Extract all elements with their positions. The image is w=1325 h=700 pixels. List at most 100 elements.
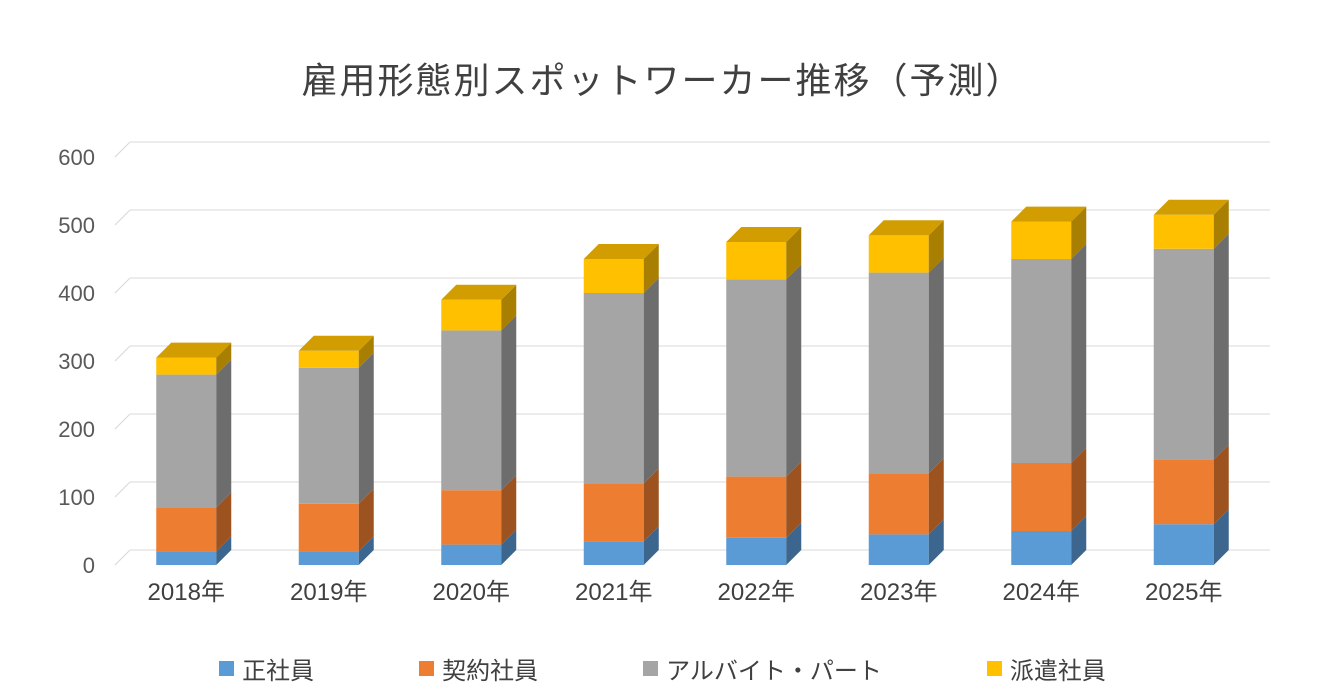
bar-segment-front: [1153, 214, 1214, 249]
bar-segment-front: [583, 483, 644, 542]
chart-title: 雇用形態別スポットワーカー推移（予測）: [301, 60, 1024, 101]
x-axis-label: 2025年: [1145, 579, 1222, 606]
gridline-notch: [114, 141, 131, 158]
bar-top-face: [868, 220, 944, 236]
bar-segment-side: [786, 522, 802, 565]
bar-segment-front: [298, 551, 359, 565]
bar-segment-side: [501, 315, 517, 491]
bar-segment-front: [1011, 463, 1072, 531]
y-axis-label: 500: [58, 213, 95, 238]
bar-segment-front: [726, 537, 787, 565]
bar-segment-front: [298, 350, 359, 368]
bar-segment-front: [298, 367, 359, 504]
bar-segment-side: [501, 475, 517, 545]
x-axis-label: 2023年: [860, 579, 937, 606]
legend-label: 派遣社員: [1009, 658, 1106, 685]
bar-segment-side: [928, 519, 944, 565]
bar-segment-front: [156, 551, 217, 565]
bar-segment-side: [643, 278, 659, 484]
bar-segment-front: [1153, 248, 1214, 460]
bar-top-face: [156, 342, 232, 358]
bar-segment-side: [216, 492, 232, 552]
x-axis-label: 2020年: [433, 579, 510, 606]
bar-segment-side: [501, 284, 517, 331]
y-axis-label: 100: [58, 485, 95, 510]
x-axis-label: 2022年: [718, 579, 795, 606]
bar-segment-side: [1071, 448, 1087, 531]
bar-segment-side: [786, 264, 802, 477]
bar-segment-front: [156, 507, 217, 552]
bar-segment-front: [1011, 259, 1072, 463]
bar-segment-side: [786, 461, 802, 538]
gridline-notch: [114, 345, 131, 362]
gridline-notch: [114, 277, 131, 294]
bar-segment-side: [1071, 516, 1087, 565]
bar-segment-side: [643, 526, 659, 565]
legend-swatch: [643, 661, 659, 676]
bar-segment-front: [298, 503, 359, 552]
bar-segment-side: [501, 529, 517, 565]
bar-segment-side: [1213, 233, 1229, 460]
legend-item: 正社員: [219, 651, 314, 686]
bar-segment-side: [216, 359, 232, 508]
bar-segment-front: [726, 476, 787, 538]
bar-segment-side: [786, 227, 802, 280]
bar-segment-front: [1011, 531, 1072, 565]
bar-segment-front: [1011, 221, 1072, 259]
y-axis-label: 400: [58, 281, 95, 306]
bar-top-face: [298, 335, 374, 351]
x-axis-label: 2018年: [148, 579, 225, 606]
bar-segment-front: [868, 473, 929, 535]
y-axis-label: 300: [58, 349, 95, 374]
bar-segment-front: [583, 293, 644, 484]
legend-item: アルバイト・パート: [643, 651, 882, 686]
bar-segment-side: [928, 220, 944, 273]
y-axis-label: 600: [58, 145, 95, 170]
gridline-notch: [114, 481, 131, 498]
bar-top-face: [1011, 206, 1087, 222]
bar-segment-side: [928, 458, 944, 535]
x-axis-label: 2019年: [290, 579, 367, 606]
bar-top-face: [441, 284, 517, 300]
bar-segment-side: [358, 352, 374, 504]
bar-segment-front: [441, 490, 502, 545]
bar-segment-side: [216, 342, 232, 375]
bar-segment-front: [441, 330, 502, 491]
bar-segment-side: [358, 536, 374, 565]
legend-label: 正社員: [242, 658, 315, 685]
bar-segment-side: [1213, 444, 1229, 525]
bar-segment-front: [156, 357, 217, 375]
bar-segment-side: [1213, 199, 1229, 249]
bar-segment-front: [441, 544, 502, 565]
bar-segment-front: [726, 279, 787, 477]
bar-segment-front: [868, 235, 929, 273]
y-axis-label: 0: [83, 553, 95, 578]
bar-segment-side: [216, 536, 232, 565]
bar-segment-side: [1071, 244, 1087, 463]
bar-segment-front: [1153, 459, 1214, 525]
gridline-notch: [114, 413, 131, 430]
bar-segment-front: [583, 259, 644, 293]
bar-top-face: [583, 244, 659, 259]
legend-item: 契約社員: [419, 651, 538, 686]
bar-segment-side: [928, 257, 944, 474]
bar-segment-side: [643, 468, 659, 542]
gridline-notch: [114, 209, 131, 226]
legend-swatch: [419, 661, 435, 676]
bar-segment-side: [643, 244, 659, 293]
legend-label: アルバイト・パート: [666, 658, 882, 685]
legend-swatch: [986, 661, 1002, 676]
bar-top-face: [726, 227, 802, 242]
x-axis-label: 2024年: [1003, 579, 1080, 606]
y-axis-label: 200: [58, 417, 95, 442]
legend-label: 契約社員: [442, 658, 539, 685]
bar-segment-front: [441, 299, 502, 331]
bar-segment-front: [583, 541, 644, 565]
bar-segment-front: [726, 242, 787, 280]
bar-segment-side: [358, 488, 374, 552]
bar-segment-side: [1071, 206, 1087, 259]
legend-swatch: [219, 661, 235, 676]
bar-segment-side: [1213, 509, 1229, 565]
legend-item: 派遣社員: [986, 651, 1106, 686]
